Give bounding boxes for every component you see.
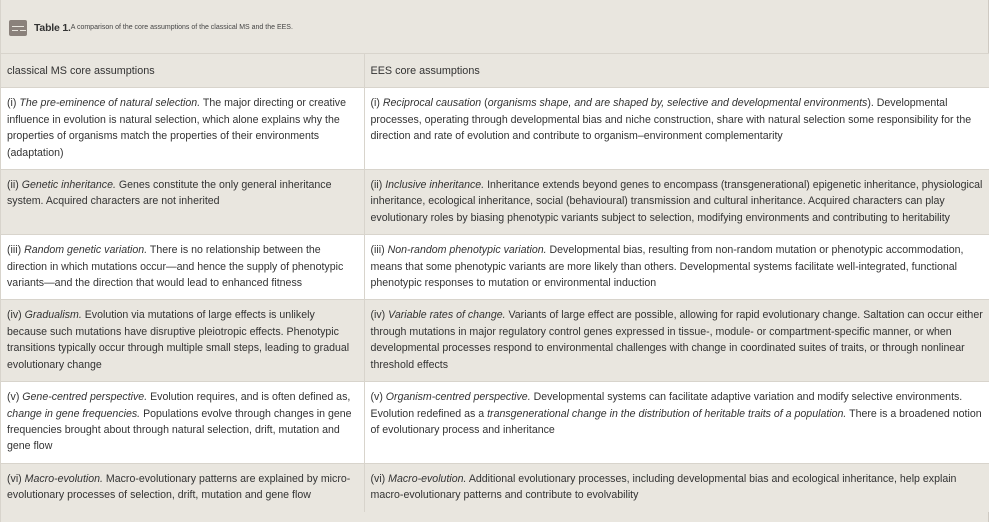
classical-ms-cell: (i) The pre-eminence of natural selectio… xyxy=(1,87,365,170)
italic-term: change in gene frequencies. xyxy=(7,407,141,420)
italic-term: Inclusive inheritance. xyxy=(385,179,485,192)
cell-text: There is no relationship between the dir… xyxy=(7,244,344,290)
cell-text: Developmental bias, resulting from non-r… xyxy=(370,244,964,290)
classical-ms-cell: (iv) Gradualism. Evolution via mutations… xyxy=(1,299,365,382)
table-row: (vi) Macro-evolution. Macro-evolutionary… xyxy=(1,462,989,512)
caption-label: Table 1. xyxy=(34,21,71,34)
italic-term: Non-random phenotypic variation. xyxy=(387,244,547,257)
cell-text: Variants of large effect are possible, a… xyxy=(370,309,983,371)
comparison-table: classical MS core assumptions EES core a… xyxy=(1,52,989,512)
cell-text: Additional evolutionary processes, inclu… xyxy=(370,472,957,502)
header-classical-ms: classical MS core assumptions xyxy=(1,52,365,88)
header-ees: EES core assumptions xyxy=(364,52,989,88)
cell-text: (i) xyxy=(7,97,20,110)
table-row: (iv) Gradualism. Evolution via mutations… xyxy=(1,299,989,382)
italic-term: organisms shape, and are shaped by, sele… xyxy=(487,97,868,110)
ees-cell: (i) Reciprocal causation (organisms shap… xyxy=(364,87,989,170)
cell-text: Inheritance extends beyond genes to enco… xyxy=(370,179,983,224)
table-caption: Table 1. A comparison of the core assump… xyxy=(1,0,988,53)
header-row: classical MS core assumptions EES core a… xyxy=(1,52,989,88)
table-row: (iii) Random genetic variation. There is… xyxy=(1,234,989,300)
table-row: (i) The pre-eminence of natural selectio… xyxy=(1,87,989,170)
cell-text: The major directing or creative influenc… xyxy=(7,97,346,159)
italic-term: Variable rates of change. xyxy=(388,309,506,322)
italic-term: Organism-centred perspective. xyxy=(385,391,531,404)
cell-text: (iii) xyxy=(370,244,388,257)
italic-term: Reciprocal causation xyxy=(382,97,482,110)
cell-text: Genes constitute the only general inheri… xyxy=(7,179,332,208)
caption-text: A comparison of the core assumptions of … xyxy=(70,24,293,31)
cell-text: Populations evolve through changes in ge… xyxy=(7,407,352,453)
cell-text: Evolution requires, and is often defined… xyxy=(147,391,351,404)
italic-term: Macro-evolution. xyxy=(388,472,467,485)
ees-cell: (v) Organism-centred perspective. Develo… xyxy=(364,381,989,464)
cell-text: (iii) xyxy=(7,244,25,257)
italic-term: Genetic inheritance. xyxy=(21,179,116,192)
cell-text: (v) xyxy=(7,391,23,404)
cell-text: (iv) xyxy=(7,309,25,322)
cell-text: (vi) xyxy=(7,472,25,485)
italic-term: The pre-eminence of natural selection. xyxy=(19,97,201,110)
italic-term: transgenerational change in the distribu… xyxy=(487,407,847,420)
table-row: (v) Gene-centred perspective. Evolution … xyxy=(1,381,989,464)
cell-text: ( xyxy=(481,97,488,110)
table-icon[interactable] xyxy=(9,19,27,36)
cell-text: (ii) xyxy=(7,179,22,192)
cell-text: (v) xyxy=(370,391,386,404)
classical-ms-cell: (iii) Random genetic variation. There is… xyxy=(1,234,365,300)
classical-ms-cell: (vi) Macro-evolution. Macro-evolutionary… xyxy=(1,462,365,512)
ees-cell: (iv) Variable rates of change. Variants … xyxy=(364,299,989,382)
italic-term: Macro-evolution. xyxy=(24,472,103,485)
ees-cell: (iii) Non-random phenotypic variation. D… xyxy=(364,234,989,300)
classical-ms-cell: (ii) Genetic inheritance. Genes constitu… xyxy=(1,169,365,235)
cell-text: Evolution via mutations of large effects… xyxy=(7,309,350,371)
italic-term: Gene-centred perspective. xyxy=(22,391,148,404)
ees-cell: (ii) Inclusive inheritance. Inheritance … xyxy=(364,169,989,235)
cell-text: ). Developmental processes, operating th… xyxy=(370,97,972,143)
cell-text: (vi) xyxy=(370,472,389,485)
table-row: (ii) Genetic inheritance. Genes constitu… xyxy=(1,169,989,235)
italic-term: Random genetic variation. xyxy=(24,244,148,257)
ees-cell: (vi) Macro-evolution. Additional evoluti… xyxy=(364,462,989,512)
cell-text: (ii) xyxy=(370,179,386,192)
cell-text: Macro-evolutionary patterns are explaine… xyxy=(7,472,351,502)
cell-text: (i) xyxy=(370,97,383,110)
cell-text: Developmental systems can facilitate ada… xyxy=(370,391,963,420)
classical-ms-cell: (v) Gene-centred perspective. Evolution … xyxy=(1,381,365,464)
cell-text: There is a broadened notion of evolution… xyxy=(370,407,982,436)
cell-text: (iv) xyxy=(370,309,389,322)
italic-term: Gradualism. xyxy=(24,309,82,322)
